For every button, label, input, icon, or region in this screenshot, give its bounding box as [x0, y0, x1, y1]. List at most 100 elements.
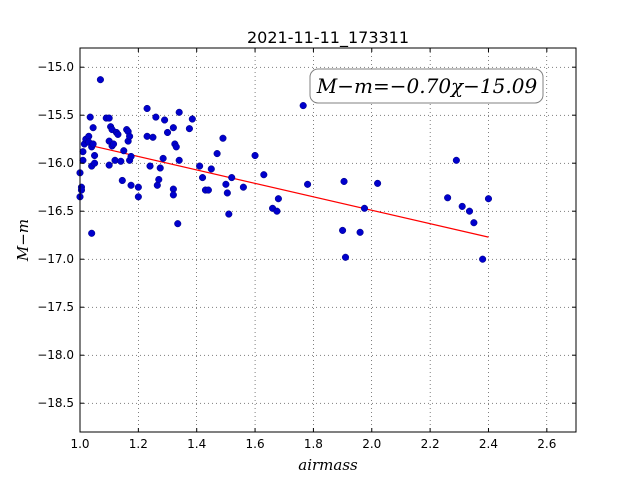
data-point — [153, 181, 161, 189]
y-tick-label: −15.0 — [37, 60, 74, 74]
data-point — [126, 132, 134, 140]
data-point — [198, 174, 207, 182]
data-point — [174, 220, 182, 228]
x-tick-label: 1.4 — [187, 437, 206, 451]
data-point — [96, 76, 104, 84]
x-tick-label: 2.2 — [421, 437, 440, 451]
data-point — [251, 151, 259, 160]
grid — [80, 48, 576, 432]
data-point — [204, 186, 212, 194]
data-point — [79, 156, 87, 164]
data-point — [196, 162, 204, 170]
data-point — [149, 133, 157, 141]
data-point — [86, 113, 94, 121]
data-point — [175, 156, 183, 164]
data-point — [117, 157, 125, 165]
data-point — [159, 154, 167, 162]
x-tick-label: 1.0 — [70, 437, 89, 451]
data-point — [111, 156, 119, 164]
x-tick-label: 1.8 — [304, 437, 323, 451]
data-point — [161, 116, 169, 124]
x-tick-label: 2.6 — [537, 437, 556, 451]
fit-equation: M−m=−0.70χ−15.09 — [316, 74, 538, 98]
x-tick-label: 2.0 — [362, 437, 381, 451]
data-point — [169, 124, 177, 132]
chart-title: 2021-11-11_173311 — [247, 28, 409, 48]
y-tick-label: −17.5 — [37, 300, 74, 314]
data-point — [105, 161, 113, 169]
annotation-box — [309, 68, 544, 104]
x-tick-label: 2.4 — [479, 437, 498, 451]
data-point — [120, 147, 128, 155]
data-point — [374, 179, 382, 187]
data-point — [273, 207, 281, 215]
data-point — [89, 124, 97, 132]
data-point — [239, 183, 247, 191]
data-point — [134, 183, 142, 191]
data-point — [156, 164, 164, 172]
data-point — [484, 195, 493, 203]
data-point — [228, 174, 236, 182]
data-point — [207, 165, 215, 173]
data-point — [304, 180, 312, 188]
data-point — [127, 152, 135, 161]
data-point — [143, 104, 151, 113]
data-point — [299, 102, 307, 110]
data-point — [155, 175, 163, 184]
y-tick-label: −16.5 — [37, 204, 74, 218]
data-point — [225, 210, 233, 218]
plot-area — [80, 48, 576, 432]
data-points — [76, 76, 493, 263]
data-point — [79, 148, 87, 156]
data-point — [127, 181, 135, 189]
x-tick-label: 1.6 — [246, 437, 265, 451]
data-point — [452, 156, 460, 164]
data-point — [444, 194, 452, 202]
data-point — [134, 193, 142, 201]
data-point — [146, 162, 154, 170]
data-point — [339, 226, 347, 234]
data-point — [340, 177, 348, 185]
data-point — [222, 180, 230, 188]
data-point — [185, 125, 193, 133]
data-point — [118, 176, 126, 185]
data-point — [213, 150, 221, 158]
data-point — [360, 204, 369, 212]
fit-annotation: M−m=−0.70χ−15.09 — [309, 68, 544, 104]
data-point — [470, 219, 478, 227]
y-tick-label: −16.0 — [37, 156, 74, 170]
data-point — [260, 171, 268, 179]
fit-line — [94, 145, 489, 238]
fit-line-layer — [94, 145, 489, 238]
data-point — [219, 134, 227, 142]
data-point — [91, 159, 99, 167]
data-point — [114, 130, 122, 138]
y-tick-label: −15.5 — [37, 108, 74, 122]
x-axis-label: airmass — [298, 456, 358, 474]
data-point — [91, 151, 99, 160]
ticks: 1.0 1.2 1.4 1.6 1.8 2.0 2.2 2.4 2.6 −15.0 −15.5 −16… — [37, 48, 576, 451]
data-point — [105, 114, 113, 122]
data-point — [479, 255, 487, 263]
data-point — [188, 115, 196, 123]
plot-frame — [79, 47, 577, 433]
y-tick-label: −17.0 — [37, 252, 74, 266]
data-point — [169, 191, 177, 199]
data-point — [175, 108, 183, 116]
data-point — [143, 132, 151, 140]
data-point — [110, 140, 118, 148]
data-point — [172, 143, 180, 151]
data-point — [152, 113, 160, 121]
data-point — [223, 189, 231, 197]
data-point — [356, 228, 364, 236]
y-tick-label: −18.0 — [37, 348, 74, 362]
data-point — [465, 207, 474, 215]
y-axis-label: M−m — [14, 219, 32, 262]
data-point — [77, 186, 86, 194]
x-tick-label: 1.2 — [129, 437, 148, 451]
data-point — [458, 202, 466, 210]
data-point — [341, 253, 350, 261]
data-point — [89, 140, 97, 148]
data-point — [274, 195, 282, 203]
